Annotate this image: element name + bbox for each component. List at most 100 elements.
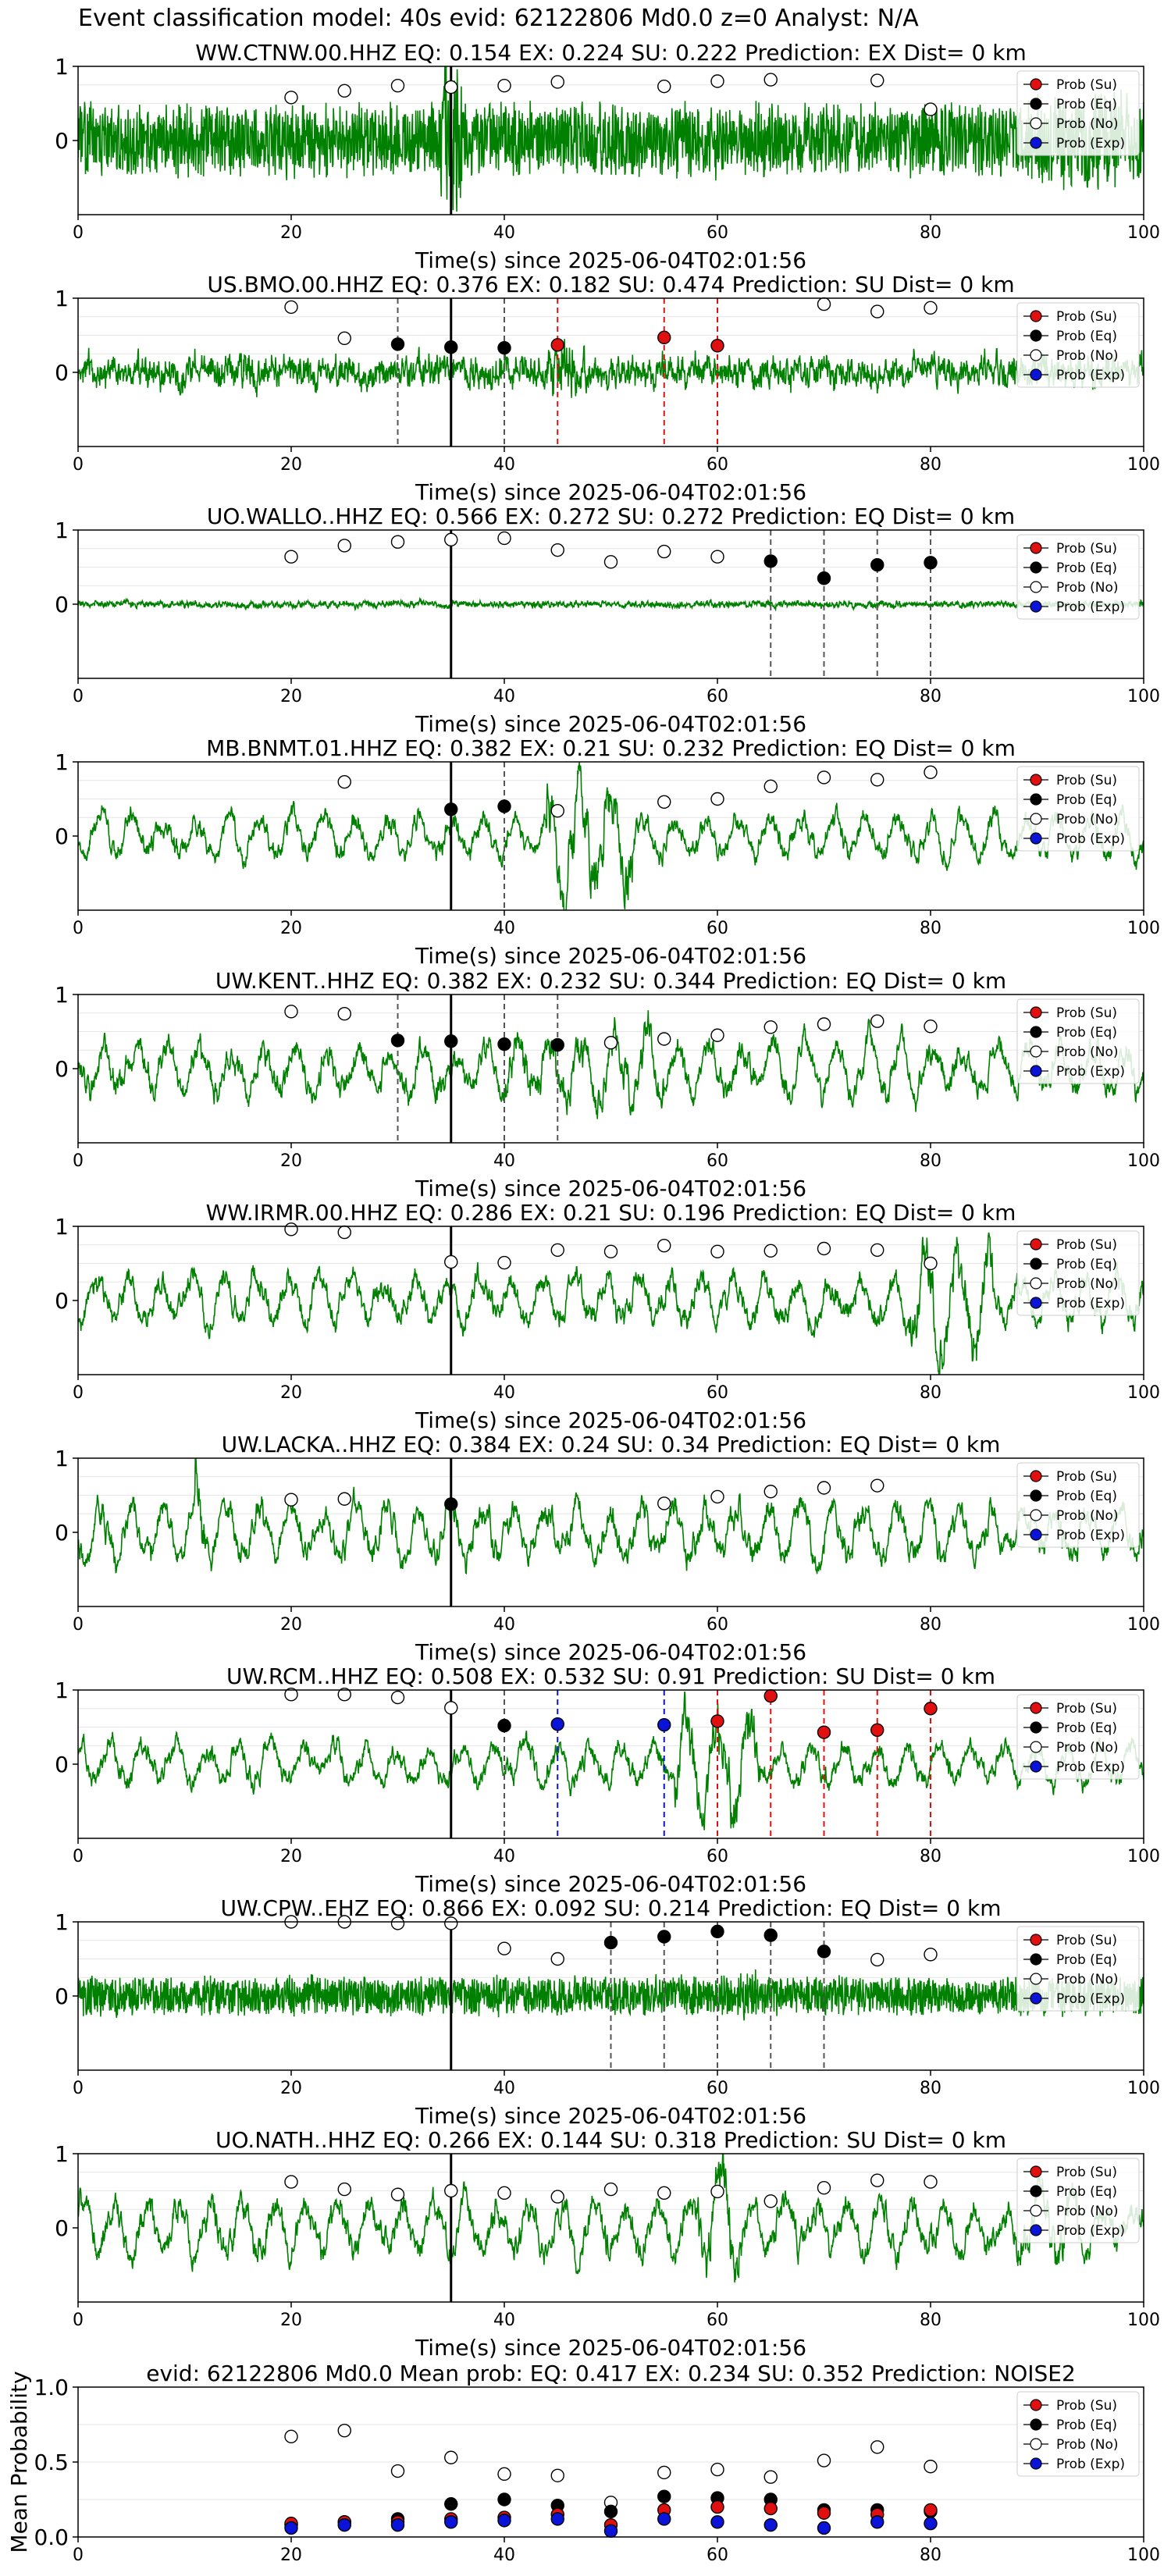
- panel-title: WW.CTNW.00.HHZ EQ: 0.154 EX: 0.224 SU: 0…: [195, 40, 1026, 66]
- marker-no: [870, 1952, 884, 1967]
- y-tick-label: 0: [55, 1984, 69, 2009]
- x-axis-label: Time(s) since 2025-06-04T02:01:56: [415, 1407, 806, 1433]
- x-tick-label: 40: [493, 1847, 515, 1866]
- x-tick-label: 100: [1127, 1847, 1160, 1866]
- marker-exp: [817, 2521, 831, 2535]
- marker-eq: [390, 1034, 405, 1048]
- marker-no: [763, 73, 778, 87]
- x-tick-label: 60: [707, 2079, 728, 2098]
- marker-exp: [657, 1717, 671, 1732]
- x-tick-label: 80: [920, 1151, 941, 1171]
- legend-box: [1016, 2391, 1140, 2477]
- marker-no: [817, 1017, 831, 1031]
- legend-marker-no: [1030, 1509, 1042, 1521]
- legend-label: Prob (Eq): [1056, 1720, 1117, 1736]
- marker-no: [870, 773, 884, 787]
- waveform-trace: [78, 1232, 1144, 1375]
- x-tick-label: 80: [920, 1615, 941, 1635]
- legend-label: Prob (No): [1056, 812, 1119, 827]
- marker-eq: [763, 554, 778, 568]
- x-tick-label: 20: [280, 687, 302, 706]
- legend-box: [1016, 70, 1140, 156]
- marker-no: [657, 1032, 671, 1046]
- y-tick-label: 0: [55, 1520, 69, 1546]
- marker-no: [390, 1916, 405, 1930]
- marker-no: [817, 770, 831, 785]
- y-tick-label: 1: [55, 982, 69, 1008]
- legend-marker-su: [1030, 1470, 1042, 1482]
- y-tick-label: 0: [55, 1752, 69, 1777]
- legend-label: Prob (Su): [1056, 541, 1117, 557]
- panel-9: UW.CPW..EHZ EQ: 0.866 EX: 0.092 SU: 0.21…: [55, 1895, 1160, 2129]
- legend-marker-exp: [1030, 832, 1042, 845]
- legend-label: Prob (No): [1056, 348, 1119, 364]
- marker-no: [497, 531, 511, 546]
- marker-no: [284, 550, 298, 564]
- panel-title: WW.IRMR.00.HHZ EQ: 0.286 EX: 0.21 SU: 0.…: [206, 1200, 1016, 1226]
- legend-label: Prob (Su): [1056, 2165, 1117, 2180]
- marker-no: [390, 1690, 405, 1705]
- marker-eq: [444, 340, 458, 354]
- x-tick-label: 100: [1127, 2311, 1160, 2330]
- marker-no: [337, 1687, 351, 1702]
- marker-exp: [710, 2515, 724, 2529]
- legend-label: Prob (Eq): [1056, 1489, 1117, 1504]
- waveform-trace: [78, 339, 1144, 398]
- panel-10: UO.NATH..HHZ EQ: 0.266 EX: 0.144 SU: 0.3…: [55, 2127, 1160, 2361]
- waveform-trace: [78, 2154, 1144, 2283]
- x-tick-label: 0: [73, 687, 84, 706]
- legend-label: Prob (No): [1056, 1276, 1119, 1292]
- legend-marker-exp: [1030, 2224, 1042, 2236]
- legend-marker-eq: [1030, 329, 1042, 342]
- legend-marker-su: [1030, 774, 1042, 786]
- marker-exp: [550, 2512, 564, 2526]
- legend-label: Prob (No): [1056, 1508, 1119, 1524]
- y-tick-label: 0: [55, 1056, 69, 1082]
- x-tick-label: 80: [920, 2546, 941, 2565]
- legend-marker-su: [1030, 2399, 1042, 2411]
- marker-no: [657, 544, 671, 559]
- legend-marker-su: [1030, 2165, 1042, 2178]
- legend-marker-su: [1030, 1702, 1042, 1714]
- x-tick-label: 100: [1127, 223, 1160, 243]
- legend-label: Prob (No): [1056, 116, 1119, 132]
- marker-no: [284, 1687, 298, 1702]
- y-tick-label: 1: [55, 286, 69, 311]
- y-tick-label: 1: [55, 54, 69, 80]
- legend-label: Prob (Su): [1056, 1005, 1117, 1021]
- x-tick-label: 100: [1127, 1151, 1160, 1171]
- marker-no: [870, 304, 884, 318]
- legend-marker-no: [1030, 813, 1042, 825]
- marker-no: [337, 1006, 351, 1021]
- legend-marker-no: [1030, 117, 1042, 130]
- marker-no: [284, 1005, 298, 1019]
- x-tick-label: 20: [280, 1151, 302, 1171]
- legend-label: Prob (Eq): [1056, 560, 1117, 576]
- legend-label: Prob (Su): [1056, 1469, 1117, 1485]
- x-axis-label: Time(s) since 2025-06-04T02:01:56: [415, 1639, 806, 1665]
- x-tick-label: 100: [1127, 2546, 1160, 2565]
- marker-no: [710, 550, 724, 564]
- waveform-trace: [78, 596, 1144, 612]
- x-tick-label: 20: [280, 2546, 302, 2565]
- panel-title: UW.RCM..HHZ EQ: 0.508 EX: 0.532 SU: 0.91…: [226, 1663, 995, 1689]
- panel-1: WW.CTNW.00.HHZ EQ: 0.154 EX: 0.224 SU: 0…: [55, 40, 1160, 273]
- y-tick-label: 1: [55, 749, 69, 775]
- marker-no: [870, 1243, 884, 1258]
- legend-label: Prob (Exp): [1056, 1296, 1125, 1311]
- legend-marker-su: [1030, 1238, 1042, 1251]
- x-tick-label: 60: [707, 2546, 728, 2565]
- marker-exp: [763, 2517, 778, 2532]
- marker-no: [284, 91, 298, 105]
- x-axis-label: Time(s) since 2025-06-04T02:01:56: [415, 711, 806, 737]
- legend-label: Prob (No): [1056, 2437, 1119, 2453]
- legend-marker-exp: [1030, 137, 1042, 149]
- legend-label: Prob (No): [1056, 580, 1119, 596]
- x-tick-label: 80: [920, 1847, 941, 1866]
- marker-no: [550, 75, 564, 89]
- panel-title: evid: 62122806 Md0.0 Mean prob: EQ: 0.41…: [146, 2361, 1076, 2386]
- panel-title: UW.KENT..HHZ EQ: 0.382 EX: 0.232 SU: 0.3…: [215, 968, 1006, 994]
- legend-marker-su: [1030, 310, 1042, 322]
- marker-no: [710, 1028, 724, 1042]
